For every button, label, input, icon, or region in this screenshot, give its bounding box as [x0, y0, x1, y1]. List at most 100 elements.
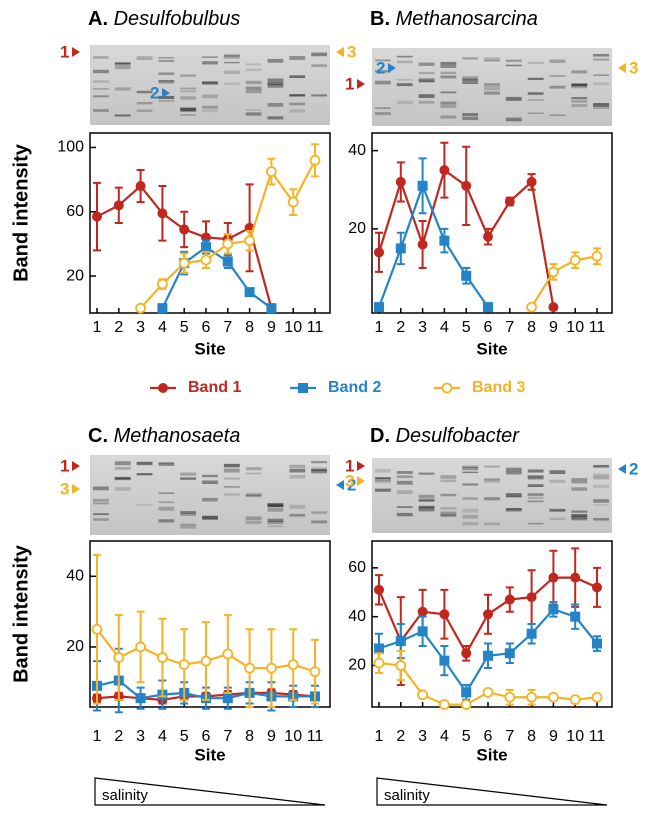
gel-band: [375, 70, 391, 73]
x-axis-label: Site: [476, 339, 507, 358]
gel-band: [245, 516, 262, 521]
gel-band: [311, 461, 327, 464]
gel-band: [158, 72, 175, 76]
gel-band: [418, 498, 435, 501]
gel-band: [136, 461, 153, 464]
gel-band: [593, 74, 609, 77]
gel-band: [440, 71, 457, 75]
gel-band: [223, 477, 240, 480]
gel-band: [484, 522, 500, 526]
x-tick-label: 6: [202, 728, 211, 745]
gel-band: [484, 465, 500, 468]
gel-band: [375, 488, 391, 492]
gel-band: [440, 493, 457, 497]
marker: [548, 604, 559, 615]
gel-band: [484, 83, 500, 85]
marker: [483, 609, 493, 620]
gel-arrow: [336, 47, 344, 57]
x-axis-label: Site: [194, 745, 225, 764]
gel-band: [114, 87, 131, 91]
gel-band: [267, 83, 284, 88]
x-tick-label: 3: [136, 728, 145, 745]
gel-band: [158, 501, 175, 504]
gel-marker: 1: [60, 456, 69, 475]
legend-label: Band 2: [328, 379, 381, 396]
gel-band: [593, 104, 609, 107]
gel-band: [158, 461, 175, 464]
marker: [135, 302, 147, 314]
gel-band: [505, 467, 522, 472]
gel-band: [549, 470, 566, 475]
gel-band: [245, 80, 262, 85]
x-tick-label: 10: [566, 728, 584, 745]
gel-band: [418, 80, 435, 83]
gel-band: [114, 476, 131, 481]
gel-band: [93, 88, 109, 90]
gel-band: [93, 80, 109, 84]
gel-band: [484, 84, 500, 88]
gel-band: [245, 112, 262, 116]
gel-band: [396, 480, 413, 485]
gel-band: [396, 83, 413, 87]
gel-band: [593, 464, 609, 468]
gel-band: [440, 101, 457, 105]
gel-marker: 2: [347, 475, 356, 494]
marker: [439, 235, 450, 246]
gel-band: [158, 492, 175, 495]
marker: [373, 657, 385, 669]
gel-band: [462, 466, 479, 471]
gel-marker: 3: [60, 479, 69, 498]
gel-band: [571, 85, 588, 89]
gel-band: [289, 468, 306, 473]
marker: [569, 254, 581, 266]
gel-band: [571, 83, 588, 86]
gel-band: [180, 87, 197, 90]
gel-band: [158, 79, 175, 84]
genus: Methanosarcina: [396, 8, 538, 30]
marker: [156, 278, 168, 290]
gel-band: [289, 109, 306, 113]
gel-band: [462, 78, 479, 82]
marker: [374, 302, 384, 313]
x-tick-label: 2: [114, 319, 123, 336]
gel-band: [223, 70, 240, 75]
gel-band: [396, 471, 413, 474]
marker: [461, 270, 472, 281]
gel-band: [180, 114, 197, 116]
gel-band: [289, 75, 306, 79]
gel-band: [202, 516, 218, 520]
gel-band: [418, 78, 435, 83]
gel-band: [93, 69, 109, 74]
marker: [592, 638, 602, 649]
panel-letter: D.: [370, 425, 390, 447]
gel-band: [549, 59, 566, 62]
marker: [439, 655, 450, 666]
gel-band: [462, 82, 479, 84]
y-tick-label: 60: [66, 203, 84, 220]
gel-band: [527, 77, 544, 80]
gel-band: [440, 75, 457, 79]
x-tick-label: 11: [307, 319, 324, 336]
gel-band: [440, 64, 457, 68]
marker: [113, 652, 125, 663]
gel-band: [484, 497, 500, 501]
gel-band: [289, 464, 306, 469]
gel-band: [505, 64, 522, 67]
gel-band: [549, 517, 566, 521]
gel-band: [180, 472, 197, 476]
gel-band: [593, 499, 609, 503]
gel-band: [549, 508, 566, 512]
plot-frame: [89, 132, 331, 314]
gel-band: [418, 100, 435, 104]
marker: [91, 623, 103, 635]
x-tick-label: 3: [136, 319, 145, 336]
marker: [548, 302, 559, 313]
genus: Desulfobulbus: [114, 8, 241, 30]
gel-band: [375, 477, 391, 480]
x-tick-label: 4: [440, 319, 449, 336]
gel-band: [202, 515, 218, 520]
gel-band: [223, 493, 240, 496]
gel-band: [418, 71, 435, 75]
gel-band: [527, 93, 544, 96]
